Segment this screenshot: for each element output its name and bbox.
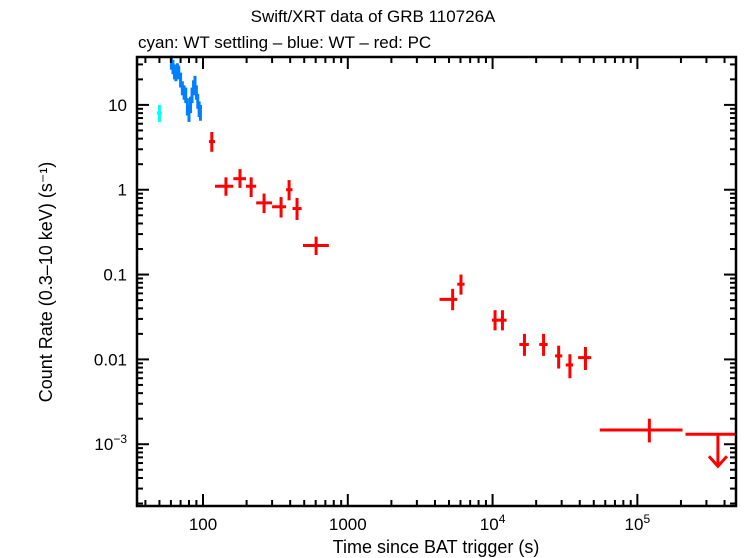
data-point	[189, 96, 193, 114]
data-point	[245, 177, 257, 198]
data-point	[156, 104, 162, 122]
data-point	[491, 310, 499, 331]
x-tick-label: 105	[625, 512, 651, 534]
series-wt-settling	[156, 104, 162, 122]
data-point	[198, 104, 202, 121]
data-point	[555, 345, 563, 369]
data-point	[599, 418, 683, 443]
data-point	[565, 354, 574, 379]
y-tick-label: 10	[108, 96, 127, 115]
data-point	[539, 333, 548, 356]
plot-frame	[135, 55, 738, 508]
data-point	[184, 87, 188, 104]
axis-ticks	[137, 57, 736, 506]
data-point	[498, 310, 507, 331]
chart-title: Swift/XRT data of GRB 110726A	[251, 7, 496, 26]
x-tick-label: 100	[189, 515, 217, 534]
series-wt	[169, 55, 202, 122]
x-tick-label: 104	[480, 512, 506, 534]
y-tick-label: 1	[118, 181, 127, 200]
x-axis-label: Time since BAT trigger (s)	[333, 537, 540, 557]
data-point	[233, 169, 246, 188]
x-tick-label: 1000	[329, 515, 367, 534]
y-tick-label: 0.01	[94, 350, 127, 369]
down-arrow-icon	[707, 455, 729, 469]
data-point	[272, 197, 287, 218]
data-point	[457, 274, 465, 295]
data-points	[156, 55, 736, 469]
upper-limit	[685, 432, 736, 469]
chart-subtitle: cyan: WT settling – blue: WT – red: PC	[138, 33, 431, 52]
y-axis-label: Count Rate (0.3–10 keV) (s⁻¹)	[36, 162, 56, 403]
data-point	[292, 197, 302, 220]
data-point	[439, 288, 458, 311]
data-point	[179, 72, 183, 88]
data-point	[302, 236, 329, 256]
data-point	[578, 347, 592, 370]
axis-tick-labels: 100 1000 104 105 10 1 0.1 0.01 10−3	[94, 96, 651, 534]
data-point	[256, 193, 273, 214]
y-tick-label: 10−3	[94, 432, 127, 454]
series-pc	[209, 131, 736, 469]
y-tick-label: 0.1	[103, 266, 127, 285]
data-point	[214, 177, 234, 196]
data-point	[286, 180, 293, 201]
data-point	[519, 333, 529, 356]
data-point	[209, 131, 215, 152]
